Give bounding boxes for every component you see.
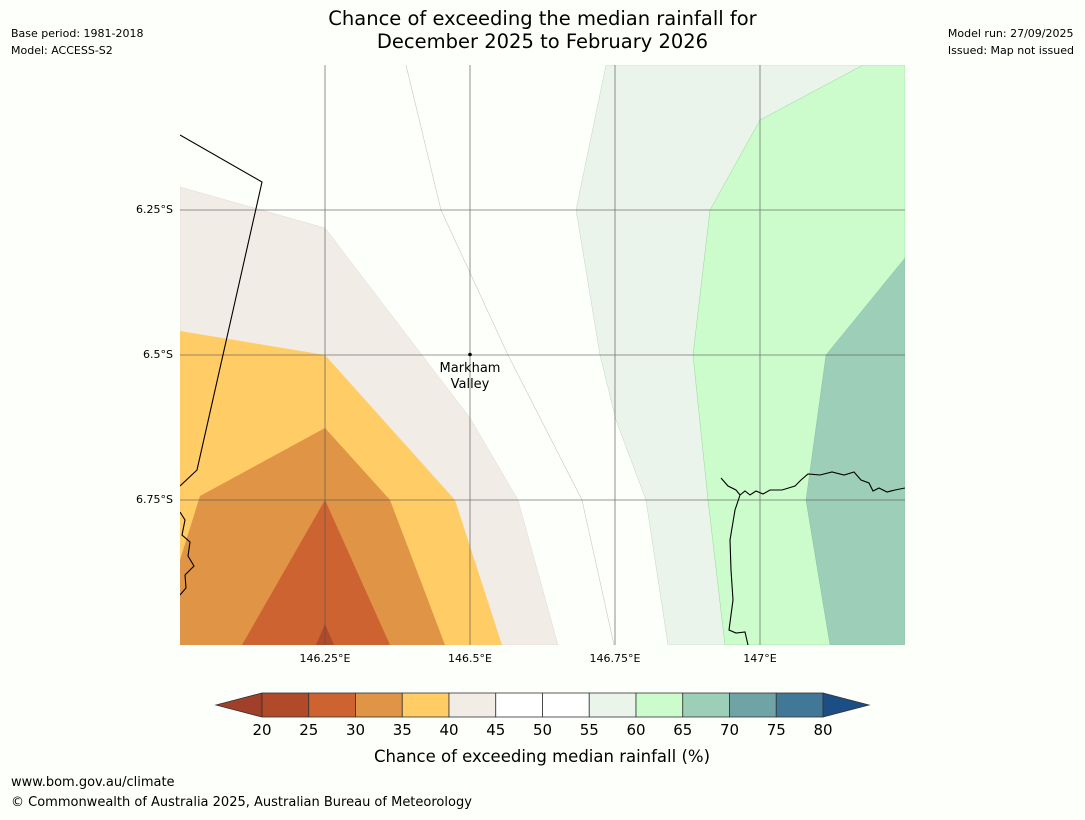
lon-label-146-5: 146.5°E <box>448 652 492 665</box>
place-label-line-1: Markham <box>440 361 501 376</box>
colorbar-label: Chance of exceeding median rainfall (%) <box>374 747 710 766</box>
colorbar-bin-70-75 <box>729 692 777 718</box>
footer-url[interactable]: www.bom.gov.au/climate <box>11 775 175 790</box>
graticule <box>180 65 905 645</box>
coastline-west <box>180 511 195 596</box>
colorbar-bin-60-65 <box>635 692 684 718</box>
colorbar-tick-60: 60 <box>626 721 645 739</box>
colorbar-tick-75: 75 <box>767 721 786 739</box>
map-title: Chance of exceeding the median rainfall … <box>0 7 1085 53</box>
lon-label-146-25: 146.25°E <box>300 652 351 665</box>
colorbar-tick-55: 55 <box>580 721 599 739</box>
base-period-text: Base period: 1981-2018 <box>11 27 144 40</box>
colorbar-bin-25-30 <box>308 692 356 718</box>
colorbar-bin-50-55 <box>542 692 590 718</box>
issued-text: Issued: Map not issued <box>947 44 1074 57</box>
model-text: Model: ACCESS-S2 <box>11 44 113 57</box>
coastline-east-south <box>728 494 749 645</box>
lat-label-6-25: 6.25°S <box>136 203 173 216</box>
colorbar-bin-65-70 <box>682 692 730 718</box>
model-run-text: Model run: 27/09/2025 <box>947 27 1074 40</box>
colorbar-bin-35-40 <box>401 692 450 718</box>
colorbar-over-arrow <box>822 692 871 718</box>
colorbar-tick-70: 70 <box>720 721 739 739</box>
lat-label-6-75: 6.75°S <box>136 493 173 506</box>
colorbar-bin-45-50 <box>495 692 543 718</box>
title-line-2: December 2025 to February 2026 <box>376 30 709 53</box>
colorbar-bin-55-60 <box>588 692 637 718</box>
province-boundary <box>180 134 263 487</box>
colorbar-tick-35: 35 <box>393 721 412 739</box>
markham-valley-marker[interactable] <box>468 352 472 357</box>
footer-copyright: © Commonwealth of Australia 2025, Austra… <box>11 795 472 810</box>
colorbar-bins <box>261 692 824 718</box>
meta-right: Model run: 27/09/2025 Issued: Map not is… <box>948 25 1074 59</box>
colorbar-ticks: 20 25 30 35 40 45 50 55 60 65 70 75 80 <box>252 721 832 739</box>
colorbar-bin-20-25 <box>261 692 310 718</box>
lat-label-6-5: 6.5°S <box>143 348 173 361</box>
colorbar-tick-20: 20 <box>252 721 271 739</box>
colorbar-bin-30-35 <box>355 692 403 718</box>
colorbar-tick-40: 40 <box>439 721 458 739</box>
colorbar-bin-75-80 <box>775 692 824 718</box>
colorbar-tick-30: 30 <box>346 721 365 739</box>
colorbar-tick-50: 50 <box>533 721 552 739</box>
colorbar-tick-45: 45 <box>486 721 505 739</box>
coastline-east <box>720 471 905 496</box>
colorbar-tick-25: 25 <box>299 721 318 739</box>
lon-label-146-75: 146.75°E <box>590 652 641 665</box>
meta-left: Base period: 1981-2018 Model: ACCESS-S2 <box>11 25 143 59</box>
colorbar-bin-40-45 <box>448 692 497 718</box>
colorbar-tick-65: 65 <box>673 721 692 739</box>
colorbar-tick-80: 80 <box>813 721 832 739</box>
lon-label-147: 147°E <box>743 652 776 665</box>
map-panel[interactable]: Markham Valley <box>180 65 905 645</box>
colorbar: 20 25 30 35 40 45 50 55 60 65 70 75 80 Chance of exc… <box>214 692 871 766</box>
place-label-line-2: Valley <box>451 377 490 392</box>
colorbar-under-arrow <box>214 692 263 718</box>
contour-25-30 <box>242 500 390 645</box>
title-line-1: Chance of exceeding the median rainfall … <box>328 7 757 30</box>
